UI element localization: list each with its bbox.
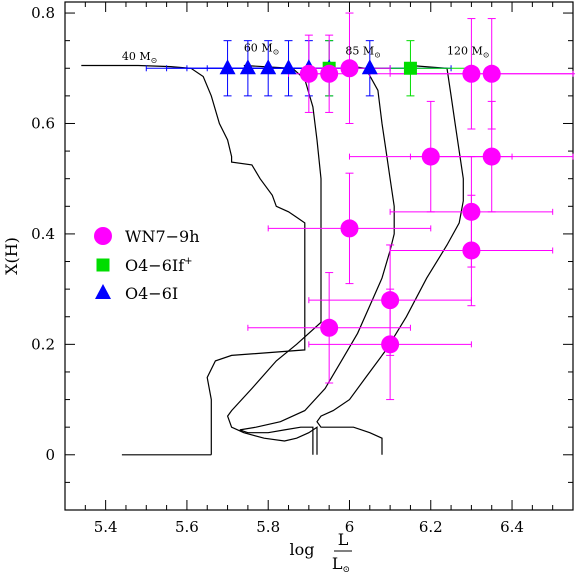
y-tick-label: 0: [45, 446, 55, 464]
legend-marker-square: [96, 258, 110, 272]
wn-star-point: [320, 64, 339, 83]
legend-label-sup: +: [184, 256, 192, 267]
error-bars: [145, 12, 575, 401]
legend: WN7−9h O4−6If+ O4−6I: [94, 227, 200, 303]
o-if-star-point: [403, 61, 417, 75]
wn-star-point: [462, 202, 481, 221]
track-label-120: 120 M⊙: [447, 44, 489, 59]
x-tick-label: 6.4: [500, 518, 524, 536]
x-tick-label: 5.4: [94, 518, 118, 536]
axis-titles: X(H) log L L⊙: [2, 237, 352, 575]
x-axis-fraction-denominator-sub: ⊙: [343, 565, 351, 575]
wn-star-point: [462, 241, 481, 260]
wn-star-point: [421, 147, 440, 166]
o-i-star-point: [361, 59, 378, 75]
x-axis-fraction-denominator: L⊙: [332, 554, 350, 575]
legend-marker-triangle: [95, 284, 111, 299]
track-label-sub: ⊙: [151, 56, 158, 65]
o-i-star-point: [239, 59, 256, 75]
y-tick-label: 0.4: [31, 225, 55, 243]
wn-star-point: [381, 291, 400, 310]
wn-star-point: [462, 64, 481, 83]
ticks: 5.4 5.6 5.8 6 6.2 6.4 0 0.2 0.4 0.6 0.8: [31, 2, 574, 536]
track-120-msun: [316, 64, 464, 455]
track-85-msun: [239, 64, 395, 455]
legend-marker-circle: [94, 227, 112, 245]
x-axis-fraction-numerator: L: [338, 530, 349, 549]
y-axis-label: X(H): [2, 237, 21, 275]
x-tick-label: 5.6: [175, 518, 199, 536]
y-tick-label: 0.8: [31, 4, 55, 22]
legend-label: WN7−9h: [125, 227, 200, 246]
x-tick-label: 6: [345, 518, 355, 536]
track-label-unit: M: [363, 44, 374, 57]
track-label-mass: 60: [244, 42, 261, 55]
x-axis-label: log: [290, 540, 315, 559]
track-label-mass: 40: [122, 50, 139, 63]
legend-label-text: O4−6If: [125, 256, 185, 275]
wn-star-point: [320, 318, 339, 337]
wn-star-point: [482, 147, 501, 166]
wn-star-point: [340, 219, 359, 238]
track-label-sub: ⊙: [273, 48, 280, 57]
track-label-sub: ⊙: [483, 50, 490, 59]
track-label-sub: ⊙: [374, 50, 381, 59]
legend-label: O4−6I: [125, 284, 178, 303]
track-label-unit: M: [139, 50, 150, 63]
legend-label-text: O4−6I: [125, 284, 178, 303]
track-label-unit: M: [472, 44, 483, 57]
wn-star-point: [340, 59, 359, 78]
track-60-msun: [226, 64, 322, 455]
wn-star-point: [299, 64, 318, 83]
o-i-star-point: [280, 59, 297, 75]
o-i-star-point: [219, 59, 236, 75]
x-tick-label: 5.8: [256, 518, 280, 536]
evolutionary-tracks: [81, 64, 464, 456]
y-tick-label: 0.6: [31, 114, 55, 132]
wn-star-point: [381, 335, 400, 354]
o-i-star-point: [260, 59, 277, 75]
y-tick-label: 0.2: [31, 335, 55, 353]
track-label-60: 60 M⊙: [244, 42, 279, 57]
track-labels: 40 M⊙60 M⊙ 85 M⊙ 120 M⊙: [122, 42, 490, 65]
track-label-unit: M: [261, 42, 272, 55]
track-label-40: 40 M⊙: [122, 50, 157, 65]
legend-label-text: WN7−9h: [125, 227, 200, 246]
wn-star-point: [482, 64, 501, 83]
plot-frame: [64, 1, 574, 511]
x-tick-label: 6.2: [419, 518, 443, 536]
data-markers: [219, 59, 501, 354]
legend-label: O4−6If+: [125, 256, 193, 275]
x-axis-fraction-denominator-main: L: [332, 554, 343, 573]
track-label-mass: 120: [447, 44, 472, 57]
track-40-msun: [81, 64, 306, 455]
track-label-85: 85 M⊙: [345, 44, 380, 59]
track-label-mass: 85: [345, 44, 363, 57]
